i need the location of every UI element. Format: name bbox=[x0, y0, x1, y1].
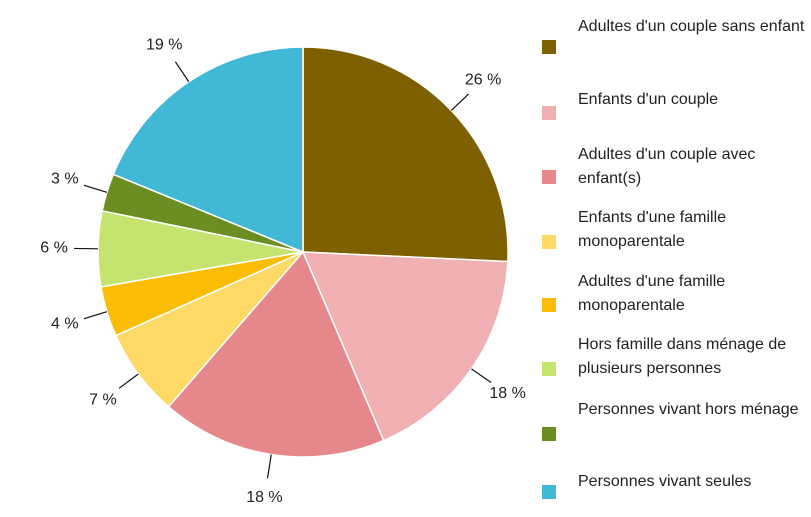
legend-swatch bbox=[542, 40, 556, 54]
legend-label: Adultes d'un couple avec enfant(s) bbox=[578, 146, 756, 187]
leader-line bbox=[266, 454, 272, 479]
leader-line bbox=[83, 311, 108, 320]
data-label: 19 % bbox=[146, 36, 182, 53]
data-label: 4 % bbox=[51, 316, 79, 333]
legend-label: Personnes vivant hors ménage bbox=[578, 401, 799, 418]
legend-swatch bbox=[542, 427, 556, 441]
data-label: 26 % bbox=[465, 71, 501, 88]
legend-swatch bbox=[542, 485, 556, 499]
legend-label: Adultes d'un couple sans enfant bbox=[578, 18, 805, 35]
legend-swatch bbox=[542, 235, 556, 249]
leader-line bbox=[174, 61, 190, 83]
legend-swatch bbox=[542, 106, 556, 120]
pie-slice bbox=[112, 46, 304, 254]
legend-label: Personnes vivant seules bbox=[578, 473, 752, 490]
data-label: 18 % bbox=[246, 489, 282, 506]
legend-swatch bbox=[542, 170, 556, 184]
legend-label: Hors famille dans ménage de plusieurs pe… bbox=[578, 336, 787, 377]
data-label: 7 % bbox=[89, 391, 117, 408]
legend-label: Adultes d'une famille monoparentale bbox=[578, 273, 726, 314]
leader-line bbox=[83, 184, 108, 193]
legend-swatch bbox=[542, 362, 556, 376]
data-label: 3 % bbox=[51, 171, 79, 188]
leader-line bbox=[450, 93, 470, 111]
data-label: 6 % bbox=[40, 239, 68, 256]
legend-label: Enfants d'une famille monoparentale bbox=[578, 209, 727, 250]
leader-line bbox=[471, 368, 492, 384]
data-label: 18 % bbox=[489, 385, 525, 402]
pie-slice bbox=[167, 250, 385, 458]
leader-line bbox=[118, 373, 139, 389]
legend-swatch bbox=[542, 298, 556, 312]
legend-label: Enfants d'un couple bbox=[578, 91, 719, 108]
pie-slice bbox=[301, 251, 509, 442]
